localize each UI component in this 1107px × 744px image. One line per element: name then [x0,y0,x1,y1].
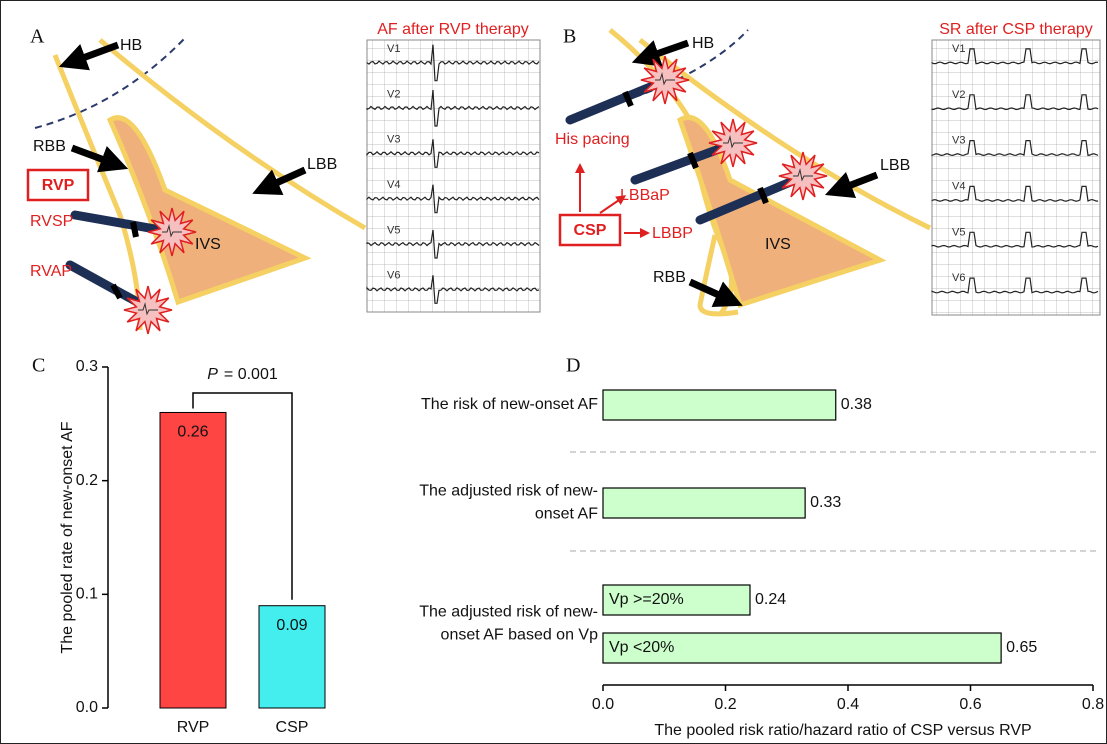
label: RVAP [30,263,72,280]
group-label: The adjusted risk of new- [419,483,598,500]
ecg-trace [366,184,540,214]
x-tick-label: CSP [276,719,309,736]
spark [778,151,828,201]
ecg-trace [931,231,1099,248]
spark-trace [162,224,182,238]
y-tick-label: 0.1 [76,586,98,603]
lead-label: V2 [387,88,400,100]
bar-label: Vp >=20% [609,591,684,608]
ecg-trace [931,140,1099,157]
bar [602,389,837,421]
diagram-a: A HB RBB LBB RVP RVSP RVAP IVS AF after … [26,21,541,335]
bar [159,411,227,709]
ecg-trace [366,139,540,168]
lead-label: V2 [952,89,965,101]
spark-trace [138,302,158,316]
lead-label: V6 [952,272,965,284]
panel-label: A [30,26,45,48]
ecg-trace [366,229,540,259]
ecg-trace [931,94,1099,111]
y-tick-label: 0.3 [76,358,98,375]
value-label: 0.24 [755,591,786,608]
lead-label: V1 [387,43,400,55]
value-label: 0.33 [810,494,841,511]
bar-label: Vp <20% [609,639,674,656]
label: HB [120,37,142,54]
diagram-b: B HB His pacing LBBaP CSP LBBP LBB IVS R… [555,21,1101,317]
y-axis-label: The pooled rate of new-onset AF [59,421,76,653]
spark [640,55,690,105]
x-tick-label: 0.6 [959,696,981,713]
group-label: onset AF [535,506,598,523]
label: RVSP [30,213,73,230]
bar [258,605,326,709]
y-tick-label: 0.0 [76,699,98,716]
ecg-title: AF after RVP therapy [377,21,528,38]
group-label: The adjusted risk of new- [419,604,598,621]
y-tick-label: 0.2 [76,472,98,489]
bar [602,487,806,519]
x-axis-label: The pooled risk ratio/hazard ratio of CS… [654,722,1031,739]
value-label: 0.38 [841,396,872,413]
x-tick-label: 0.8 [1082,696,1104,713]
label: LBBP [652,225,693,242]
panel-label: C [32,355,45,377]
lead-label: V5 [387,224,400,236]
group-label: The risk of new-onset AF [421,396,598,413]
label: IVS [195,236,221,253]
annotation: P = 0.001 [207,366,278,383]
panel-label: D [566,355,580,377]
significance-bracket [192,392,293,600]
label: RVP [42,177,75,194]
bar [602,584,751,616]
label: RBB [33,138,66,155]
lead-label: V3 [952,135,965,147]
ecg-trace [931,48,1099,65]
lead-label: V3 [387,134,400,146]
label: RBB [653,269,686,286]
lead-label: V4 [952,181,965,193]
spark-trace [655,72,675,86]
value-label: 0.65 [1006,639,1037,656]
label: CSP [574,222,607,239]
label: IVS [765,236,791,253]
value-label: 0.09 [276,617,307,634]
label: LBB [880,157,910,174]
spark-trace [793,168,813,182]
panel-label: B [563,26,576,48]
spark [123,285,173,335]
spark [708,118,758,168]
spark-trace [723,135,743,149]
x-tick-label: 0.2 [714,696,736,713]
spark [147,207,197,257]
ecg-title: SR after CSP therapy [939,21,1093,38]
ecg-trace [366,44,540,82]
lead-label: V4 [387,179,400,191]
bar [602,632,1002,664]
x-tick-label: 0.4 [837,696,859,713]
x-tick-label: 0.0 [592,696,614,713]
ecg-trace [931,277,1099,294]
value-label: 0.26 [177,424,208,441]
ecg-trace [931,185,1099,202]
lead-label: V5 [952,226,965,238]
lead-label: V6 [387,270,400,282]
label: LBBaP [620,187,670,204]
ecg-trace [366,89,540,127]
group-label: onset AF based on Vp [441,627,599,644]
x-tick-label: RVP [177,719,210,736]
label: LBB [307,156,337,173]
label: HB [692,35,714,52]
label: His pacing [555,131,630,148]
ecg-trace [366,275,540,304]
lead-label: V1 [952,43,965,55]
